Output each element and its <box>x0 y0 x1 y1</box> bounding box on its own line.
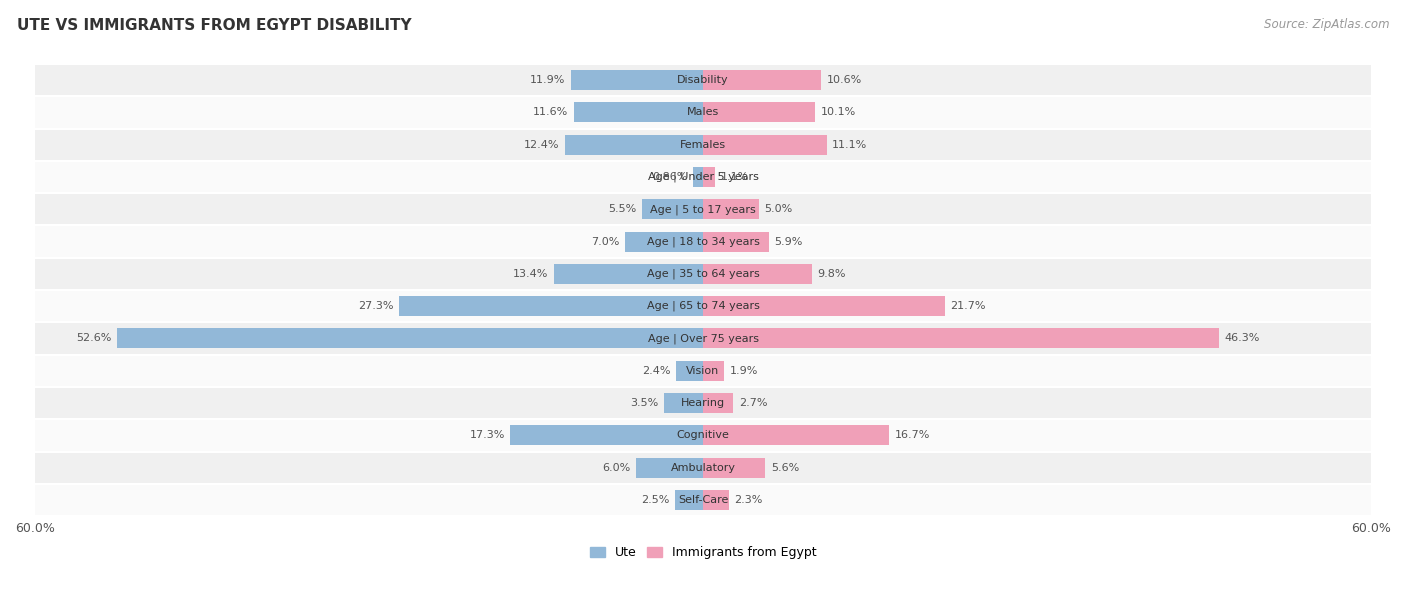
Text: 21.7%: 21.7% <box>950 301 986 311</box>
Bar <box>703 296 945 316</box>
Bar <box>703 135 827 155</box>
Text: Hearing: Hearing <box>681 398 725 408</box>
Bar <box>703 425 889 446</box>
Text: Disability: Disability <box>678 75 728 85</box>
Text: 0.86%: 0.86% <box>652 172 688 182</box>
Text: 2.7%: 2.7% <box>738 398 768 408</box>
Bar <box>636 458 703 478</box>
Text: Source: ZipAtlas.com: Source: ZipAtlas.com <box>1264 18 1389 31</box>
Bar <box>571 70 703 90</box>
Bar <box>703 329 1219 348</box>
Bar <box>35 64 1371 96</box>
Text: Age | 35 to 64 years: Age | 35 to 64 years <box>647 269 759 279</box>
Text: Females: Females <box>681 140 725 150</box>
Text: 5.5%: 5.5% <box>607 204 636 214</box>
Text: 10.1%: 10.1% <box>821 107 856 118</box>
Text: Age | Under 5 years: Age | Under 5 years <box>648 172 758 182</box>
Bar <box>35 258 1371 290</box>
Bar <box>693 167 703 187</box>
Bar <box>703 167 716 187</box>
Bar <box>35 161 1371 193</box>
Text: 46.3%: 46.3% <box>1225 334 1260 343</box>
Bar <box>35 193 1371 225</box>
Bar <box>35 96 1371 129</box>
Bar <box>35 354 1371 387</box>
Text: 11.9%: 11.9% <box>530 75 565 85</box>
Bar <box>626 231 703 252</box>
Bar <box>703 264 813 284</box>
Text: 5.9%: 5.9% <box>775 237 803 247</box>
Text: Self-Care: Self-Care <box>678 495 728 505</box>
Bar <box>554 264 703 284</box>
Text: Age | 65 to 74 years: Age | 65 to 74 years <box>647 301 759 312</box>
Bar <box>664 393 703 413</box>
Text: 2.3%: 2.3% <box>734 495 762 505</box>
Bar <box>641 200 703 219</box>
Text: 2.4%: 2.4% <box>643 366 671 376</box>
Text: 13.4%: 13.4% <box>513 269 548 279</box>
Bar <box>35 323 1371 354</box>
Bar <box>703 360 724 381</box>
Legend: Ute, Immigrants from Egypt: Ute, Immigrants from Egypt <box>585 541 821 564</box>
Text: Vision: Vision <box>686 366 720 376</box>
Text: 6.0%: 6.0% <box>602 463 631 472</box>
Bar <box>35 452 1371 484</box>
Text: 11.1%: 11.1% <box>832 140 868 150</box>
Text: 52.6%: 52.6% <box>76 334 111 343</box>
Text: 11.6%: 11.6% <box>533 107 568 118</box>
Bar <box>703 102 815 122</box>
Bar <box>703 70 821 90</box>
Bar <box>703 490 728 510</box>
Text: Males: Males <box>688 107 718 118</box>
Bar <box>35 225 1371 258</box>
Text: UTE VS IMMIGRANTS FROM EGYPT DISABILITY: UTE VS IMMIGRANTS FROM EGYPT DISABILITY <box>17 18 412 34</box>
Bar <box>574 102 703 122</box>
Bar <box>35 387 1371 419</box>
Text: Ambulatory: Ambulatory <box>671 463 735 472</box>
Text: 7.0%: 7.0% <box>591 237 620 247</box>
Text: 5.0%: 5.0% <box>765 204 793 214</box>
Text: 17.3%: 17.3% <box>470 430 505 441</box>
Text: 16.7%: 16.7% <box>894 430 929 441</box>
Bar <box>117 329 703 348</box>
Bar <box>675 490 703 510</box>
Bar <box>676 360 703 381</box>
Bar <box>35 419 1371 452</box>
Text: 10.6%: 10.6% <box>827 75 862 85</box>
Bar <box>703 231 769 252</box>
Text: 12.4%: 12.4% <box>524 140 560 150</box>
Text: 27.3%: 27.3% <box>359 301 394 311</box>
Bar <box>35 484 1371 516</box>
Text: 1.1%: 1.1% <box>721 172 749 182</box>
Text: 5.6%: 5.6% <box>770 463 799 472</box>
Text: Age | 18 to 34 years: Age | 18 to 34 years <box>647 236 759 247</box>
Bar <box>35 129 1371 161</box>
Bar <box>565 135 703 155</box>
Bar <box>399 296 703 316</box>
Text: Cognitive: Cognitive <box>676 430 730 441</box>
Bar <box>703 458 765 478</box>
Bar <box>510 425 703 446</box>
Bar <box>703 393 733 413</box>
Text: 3.5%: 3.5% <box>630 398 658 408</box>
Text: 9.8%: 9.8% <box>818 269 846 279</box>
Bar <box>703 200 759 219</box>
Text: Age | Over 75 years: Age | Over 75 years <box>648 333 758 344</box>
Bar <box>35 290 1371 323</box>
Text: 1.9%: 1.9% <box>730 366 758 376</box>
Text: Age | 5 to 17 years: Age | 5 to 17 years <box>650 204 756 215</box>
Text: 2.5%: 2.5% <box>641 495 669 505</box>
